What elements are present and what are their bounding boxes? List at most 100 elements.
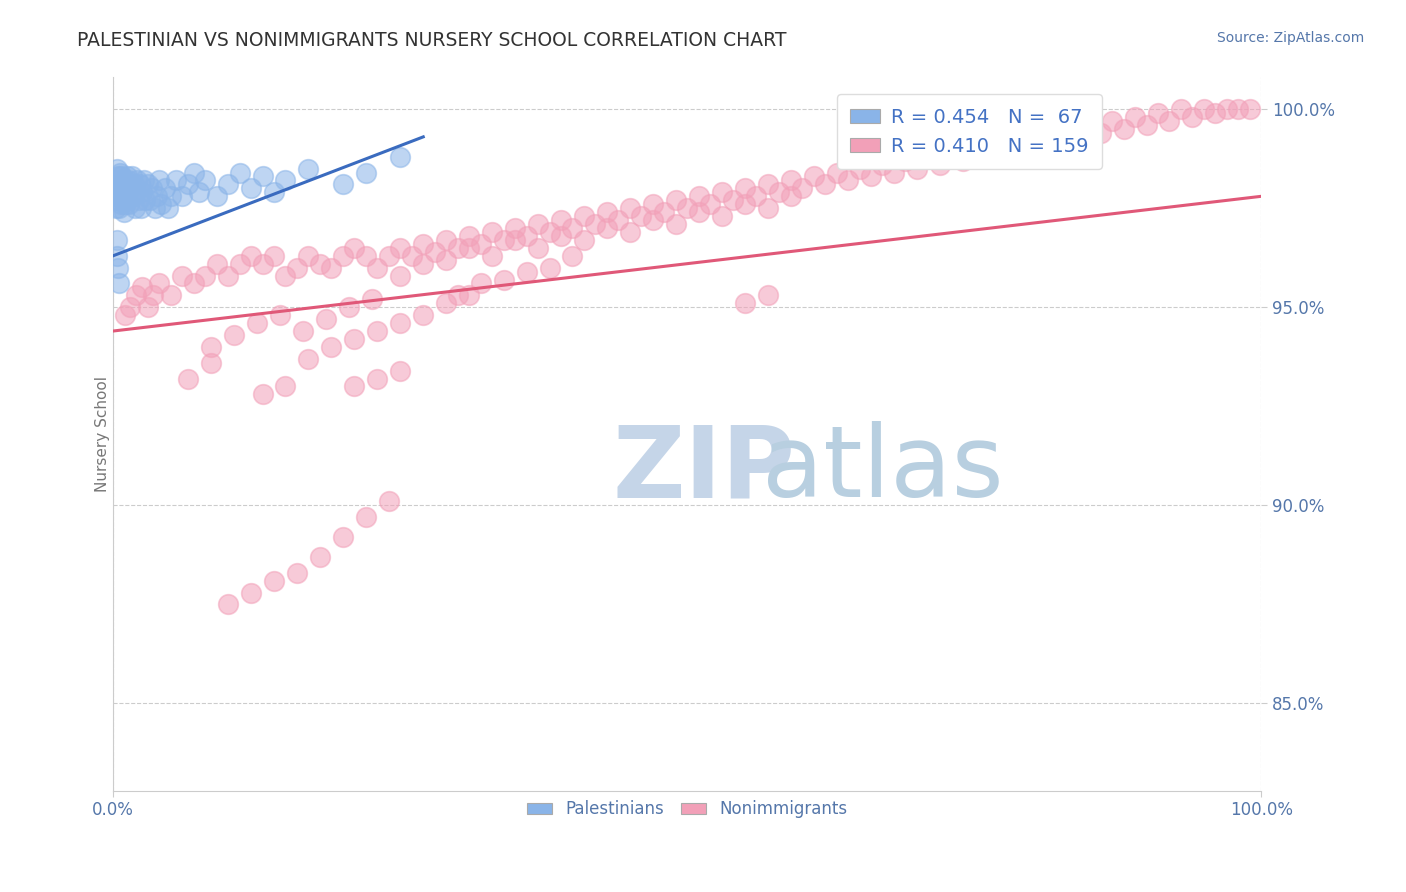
Point xyxy=(481,225,503,239)
Point xyxy=(389,364,412,378)
Point xyxy=(401,249,423,263)
Point xyxy=(141,181,163,195)
Point xyxy=(115,194,138,208)
Point xyxy=(1239,102,1261,116)
Point xyxy=(997,142,1019,156)
Point xyxy=(105,233,128,247)
Point xyxy=(710,186,733,200)
Point xyxy=(1112,122,1135,136)
Point xyxy=(768,186,790,200)
Point xyxy=(389,150,412,164)
Point xyxy=(790,181,813,195)
Point xyxy=(228,257,250,271)
Point xyxy=(127,173,149,187)
Point xyxy=(607,213,630,227)
Point xyxy=(492,233,515,247)
Point xyxy=(378,249,401,263)
Point xyxy=(389,316,412,330)
Point xyxy=(217,268,239,283)
Point xyxy=(710,209,733,223)
Point xyxy=(200,340,222,354)
Point xyxy=(447,288,470,302)
Point xyxy=(1090,126,1112,140)
Text: ZIP: ZIP xyxy=(613,421,796,518)
Point xyxy=(963,142,986,156)
Point xyxy=(585,217,607,231)
Point xyxy=(550,213,572,227)
Point xyxy=(297,161,319,176)
Point xyxy=(108,165,131,179)
Point xyxy=(952,153,974,168)
Point xyxy=(572,209,595,223)
Point xyxy=(115,181,138,195)
Point xyxy=(527,217,550,231)
Point xyxy=(136,178,159,192)
Point xyxy=(756,288,779,302)
Point xyxy=(153,181,176,195)
Point xyxy=(274,173,297,187)
Point xyxy=(619,201,641,215)
Point xyxy=(252,257,274,271)
Point xyxy=(122,178,145,192)
Point xyxy=(134,173,156,187)
Point xyxy=(1227,102,1250,116)
Point xyxy=(332,249,354,263)
Point xyxy=(572,233,595,247)
Point xyxy=(114,173,136,187)
Point xyxy=(252,169,274,184)
Point xyxy=(734,181,756,195)
Point xyxy=(108,178,131,192)
Point xyxy=(146,189,169,203)
Point xyxy=(107,169,129,184)
Point xyxy=(285,260,308,275)
Point xyxy=(550,228,572,243)
Point xyxy=(297,351,319,366)
Point xyxy=(321,260,343,275)
Point xyxy=(354,510,377,524)
Point xyxy=(200,356,222,370)
Point xyxy=(1204,106,1226,120)
Point xyxy=(142,288,165,302)
Point xyxy=(107,260,129,275)
Point xyxy=(172,189,194,203)
Point xyxy=(354,249,377,263)
Point xyxy=(434,233,457,247)
Point xyxy=(115,169,138,184)
Point xyxy=(188,186,211,200)
Point xyxy=(332,178,354,192)
Point xyxy=(492,272,515,286)
Point xyxy=(117,173,139,187)
Point xyxy=(378,494,401,508)
Point xyxy=(654,205,676,219)
Point xyxy=(108,277,131,291)
Point xyxy=(1032,126,1054,140)
Point xyxy=(447,241,470,255)
Point xyxy=(1170,102,1192,116)
Point xyxy=(240,249,263,263)
Text: PALESTINIAN VS NONIMMIGRANTS NURSERY SCHOOL CORRELATION CHART: PALESTINIAN VS NONIMMIGRANTS NURSERY SCH… xyxy=(77,31,787,50)
Point xyxy=(309,549,332,564)
Legend: Palestinians, Nonimmigrants: Palestinians, Nonimmigrants xyxy=(520,794,853,825)
Point xyxy=(172,268,194,283)
Point xyxy=(107,194,129,208)
Point xyxy=(941,145,963,160)
Point xyxy=(177,371,200,385)
Point xyxy=(721,194,744,208)
Point xyxy=(148,173,170,187)
Point xyxy=(263,249,285,263)
Point xyxy=(538,225,561,239)
Point xyxy=(139,194,162,208)
Point xyxy=(665,217,688,231)
Point xyxy=(779,173,801,187)
Point xyxy=(470,277,492,291)
Point xyxy=(136,300,159,314)
Point xyxy=(315,312,337,326)
Point xyxy=(848,161,870,176)
Point xyxy=(859,169,882,184)
Point xyxy=(596,205,619,219)
Point xyxy=(159,189,181,203)
Point xyxy=(1043,134,1066,148)
Point xyxy=(120,300,142,314)
Point xyxy=(112,189,135,203)
Point xyxy=(177,178,200,192)
